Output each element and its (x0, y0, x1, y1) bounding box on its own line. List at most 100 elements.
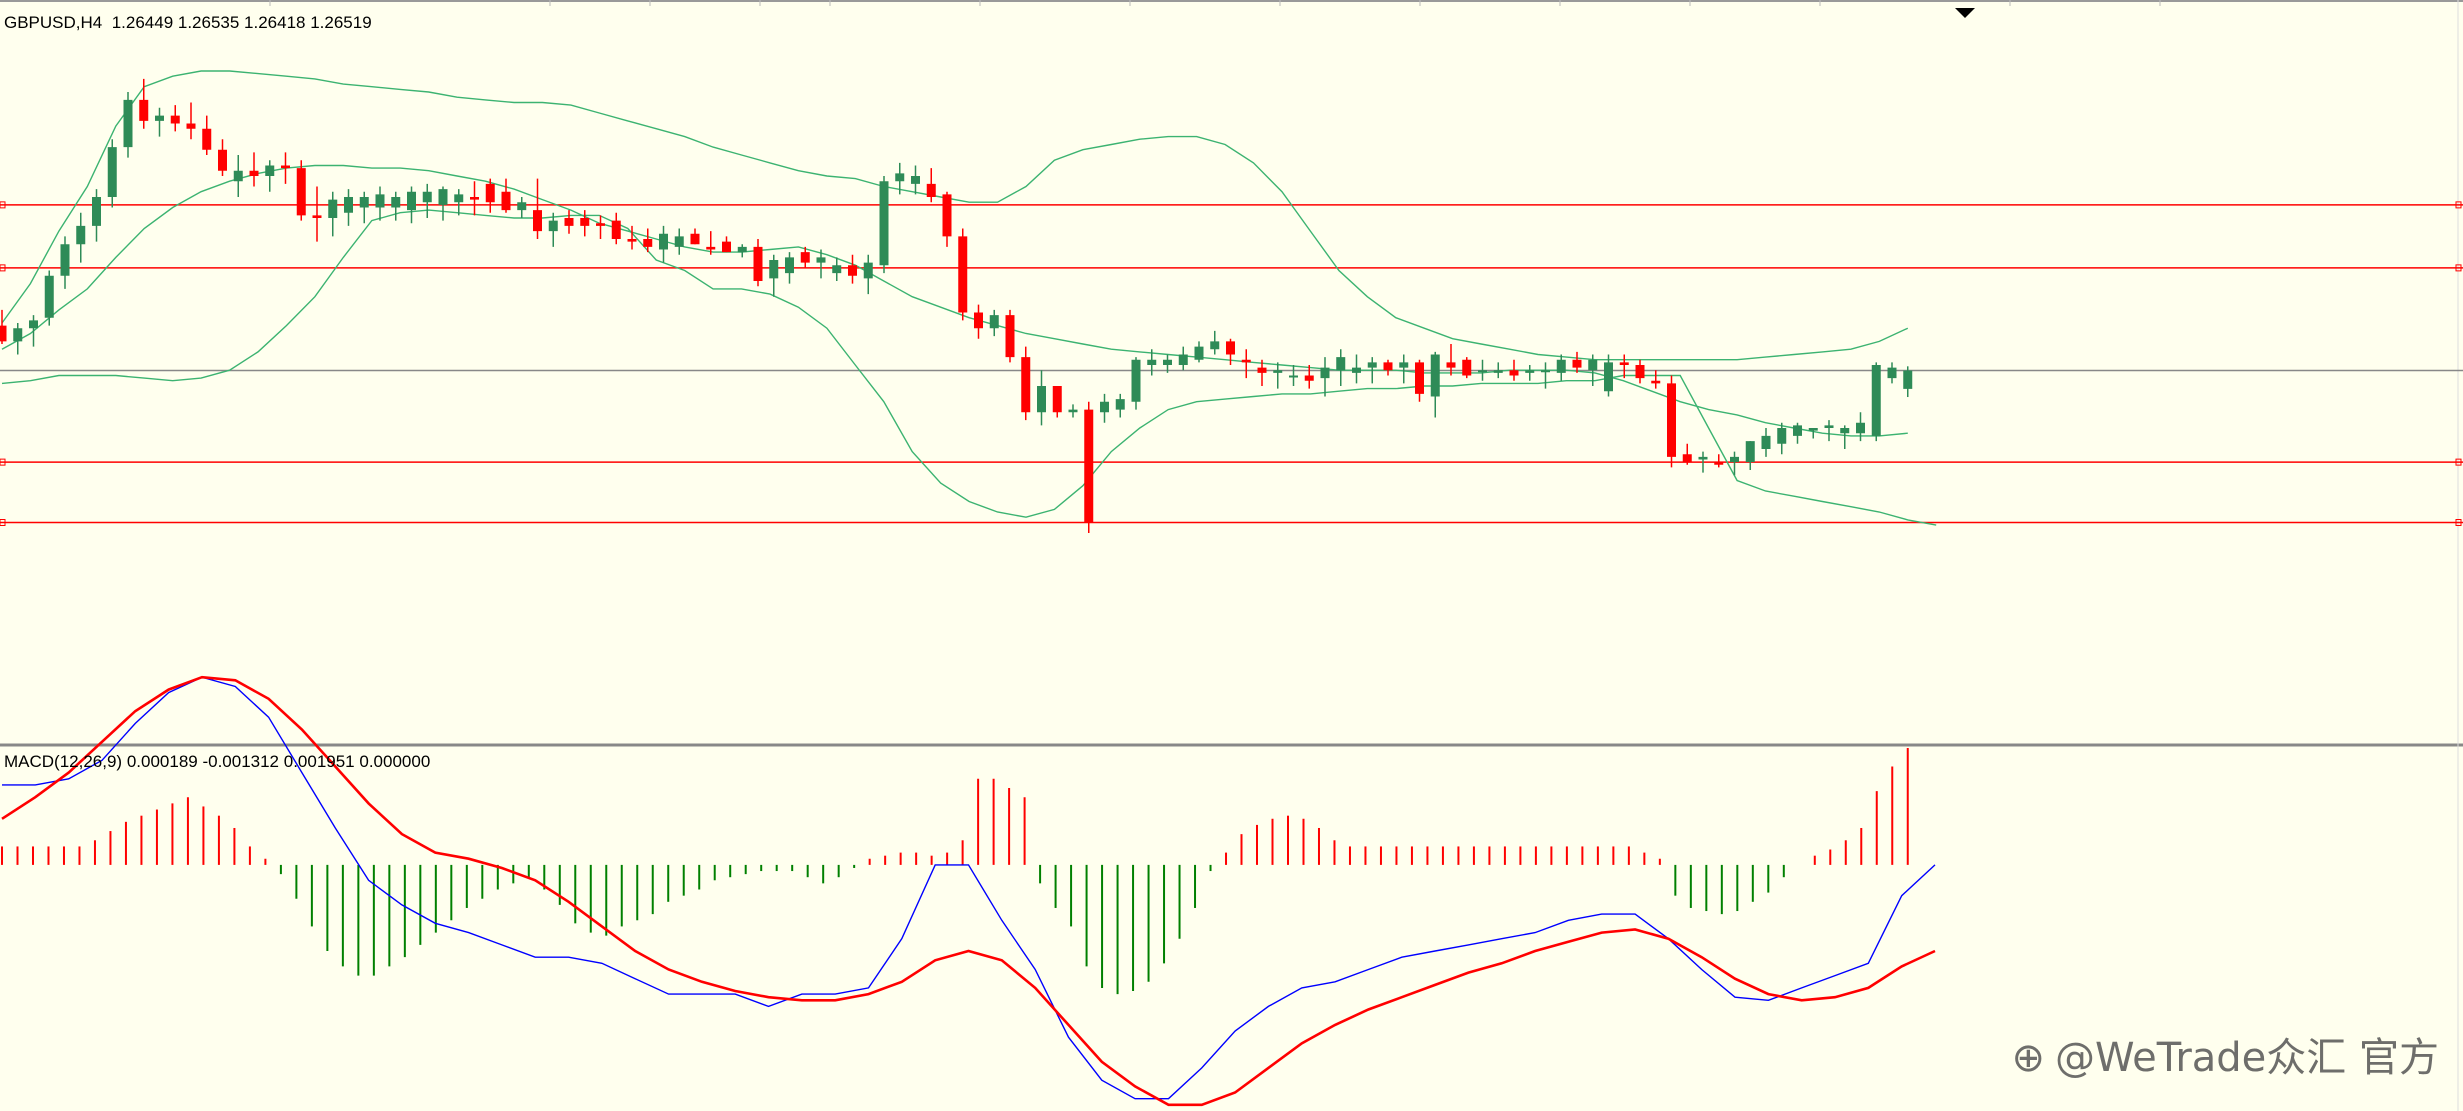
candle-body (281, 165, 290, 169)
candle-body (1226, 341, 1235, 355)
candle-body (422, 191, 432, 203)
candle-body (123, 99, 133, 148)
weibo-logo-icon: ⊕ (2011, 1035, 2045, 1081)
candle-body (1289, 375, 1298, 378)
candle-body (1115, 399, 1125, 410)
candle-body (1619, 362, 1629, 365)
level-anchor-icon (2455, 458, 2462, 466)
level-anchor-icon (0, 519, 6, 526)
candle-body (1131, 359, 1141, 402)
candle-body (974, 312, 983, 329)
candle-body (1714, 462, 1724, 465)
candle-body (911, 176, 920, 184)
level-anchor-icon (0, 264, 6, 272)
candle-body (1478, 370, 1487, 373)
candle-body (1903, 370, 1913, 389)
candle-body (1163, 359, 1172, 365)
candle-body (1005, 315, 1015, 358)
candle-body (1320, 367, 1330, 379)
candle-body (485, 183, 495, 203)
watermark-text: @WeTrade众汇 官方 (2054, 1035, 2439, 1081)
candle-body (186, 123, 196, 129)
candle-body (1446, 362, 1456, 368)
candle-body (611, 220, 621, 239)
candle-body (1415, 362, 1424, 394)
candle-body (1304, 375, 1314, 381)
candle-body (1840, 428, 1850, 434)
candle-body (1541, 370, 1550, 373)
candle-body (548, 220, 558, 232)
candle-body (1147, 359, 1157, 365)
candle-body (1021, 357, 1031, 413)
candle-body (92, 197, 101, 226)
candle-body (1761, 435, 1771, 449)
candle-body (706, 246, 716, 250)
symbol-ohlc-header: GBPUSD,H4 1.26449 1.26535 1.26418 1.2651… (4, 13, 372, 32)
candle-body (233, 170, 243, 182)
candle-body (800, 252, 810, 263)
candle-body (328, 199, 338, 218)
candle-body (139, 99, 149, 121)
candle-body (107, 147, 117, 197)
candle-body (596, 223, 605, 226)
candle-body (1745, 441, 1755, 463)
candle-body (580, 218, 590, 226)
candle-body (1509, 370, 1519, 376)
candle-body (1525, 370, 1535, 373)
candle-body (1682, 454, 1692, 463)
candle-body (44, 275, 54, 318)
candle-body (1430, 354, 1440, 397)
candle-body (1068, 409, 1078, 413)
candle-body (1037, 386, 1046, 413)
candle-body (1100, 401, 1109, 413)
candle-body (454, 194, 464, 203)
candle-body (1556, 359, 1566, 373)
candle-body (501, 191, 511, 211)
candle-body (1887, 367, 1897, 379)
candle-body (942, 194, 952, 237)
candle-body (1462, 359, 1472, 376)
candle-body (926, 183, 936, 197)
candle-body (1871, 365, 1881, 436)
candle-body (863, 262, 873, 279)
macd-header: MACD(12,26,9) 0.000189 -0.001312 0.00195… (4, 752, 431, 771)
candle-body (265, 165, 275, 176)
candle-body (296, 168, 306, 216)
candle-body (1777, 428, 1787, 444)
candle-body (1698, 456, 1708, 460)
macd-line (2, 676, 1936, 1100)
bollinger-middle-band (1, 164, 1908, 437)
candle-body (816, 257, 826, 263)
candle-body (202, 128, 212, 150)
candle-body (690, 233, 700, 245)
watermark: ⊕ @WeTrade众汇 官方 (2011, 1025, 2439, 1083)
candle-body (359, 197, 369, 208)
candle-body (13, 328, 23, 342)
candle-body (1052, 386, 1062, 413)
candle-body (674, 236, 684, 247)
candle-body (895, 173, 905, 182)
candle-body (1194, 346, 1204, 360)
candle-body (1241, 359, 1251, 363)
candle-body (76, 225, 86, 245)
candle-body (1273, 370, 1283, 373)
candle-body (29, 320, 38, 329)
candle-body (832, 265, 842, 274)
candle-body (753, 246, 763, 281)
bollinger-upper-band (1, 70, 1909, 361)
candle-body (643, 239, 653, 247)
candle-body (879, 181, 889, 266)
candle-body (737, 246, 747, 253)
candle-body (1824, 425, 1834, 428)
candle-body (60, 244, 70, 276)
candle-body (627, 239, 637, 242)
shift-marker-icon (1955, 8, 1975, 18)
candle-body (989, 315, 999, 329)
candle-body (170, 115, 180, 124)
candle-body (407, 191, 416, 211)
candle-body (218, 149, 227, 171)
candle-body (1588, 359, 1598, 371)
candle-body (1493, 370, 1503, 373)
